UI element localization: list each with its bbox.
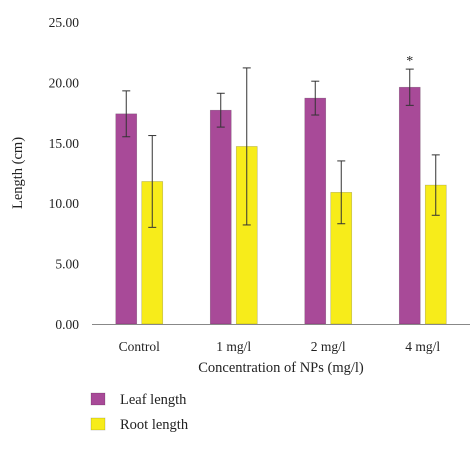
x-tick-label: 4 mg/l: [405, 339, 440, 354]
bar-leaf-2: [304, 97, 327, 325]
x-axis-title: Concentration of NPs (mg/l): [198, 360, 364, 376]
legend-label-leaf: Leaf length: [120, 392, 187, 408]
legend-swatch-leaf: [90, 392, 106, 406]
y-tick-label: 5.00: [55, 257, 79, 272]
legend-swatch-root: [90, 417, 106, 431]
y-tick-label: 25.00: [49, 15, 80, 30]
annotations: *: [406, 54, 413, 69]
legend: Leaf length Root length: [90, 392, 189, 433]
y-axis-ticks: 0.00 5.00 10.00 15.00 20.00 25.00: [49, 15, 80, 332]
y-tick-label: 0.00: [55, 317, 79, 332]
y-tick-label: 20.00: [49, 75, 80, 90]
y-tick-label: 15.00: [49, 136, 80, 151]
error-bars: [122, 67, 440, 228]
bar-leaf-0: [115, 113, 138, 325]
x-tick-label: 1 mg/l: [216, 339, 251, 354]
x-axis-ticks: Control 1 mg/l 2 mg/l 4 mg/l: [119, 339, 441, 354]
bar-leaf-1: [209, 109, 232, 325]
bars: [115, 86, 447, 325]
significance-marker: *: [406, 54, 413, 69]
y-tick-label: 10.00: [49, 196, 80, 211]
legend-label-root: Root length: [120, 417, 189, 433]
bar-leaf-3: [398, 86, 421, 325]
x-tick-label: Control: [119, 339, 161, 354]
y-axis-title: Length (cm): [10, 137, 26, 209]
x-tick-label: 2 mg/l: [311, 339, 346, 354]
